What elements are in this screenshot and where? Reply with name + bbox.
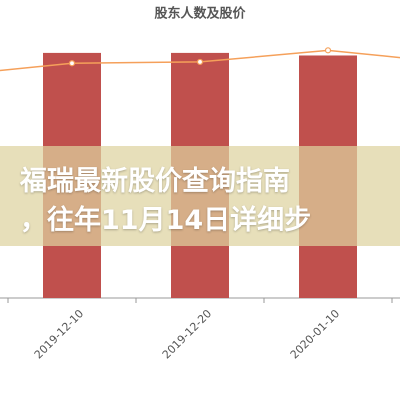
banner: 福瑞最新股价查询指南 ，往年11月14日详细步 <box>0 146 400 246</box>
banner-line: ，往年11月14日详细步 <box>20 205 312 236</box>
x-tick-label: 2019-12-10 <box>32 307 86 361</box>
banner-line: 福瑞最新股价查询指南 <box>20 166 290 197</box>
x-tick-label: 2019-12-20 <box>160 307 214 361</box>
line-point <box>68 60 76 67</box>
chart-title: 股东人数及股价 <box>154 6 246 22</box>
x-tick-label: 2020-01-10 <box>288 307 342 361</box>
line-point <box>324 47 332 54</box>
line-point <box>196 58 204 66</box>
